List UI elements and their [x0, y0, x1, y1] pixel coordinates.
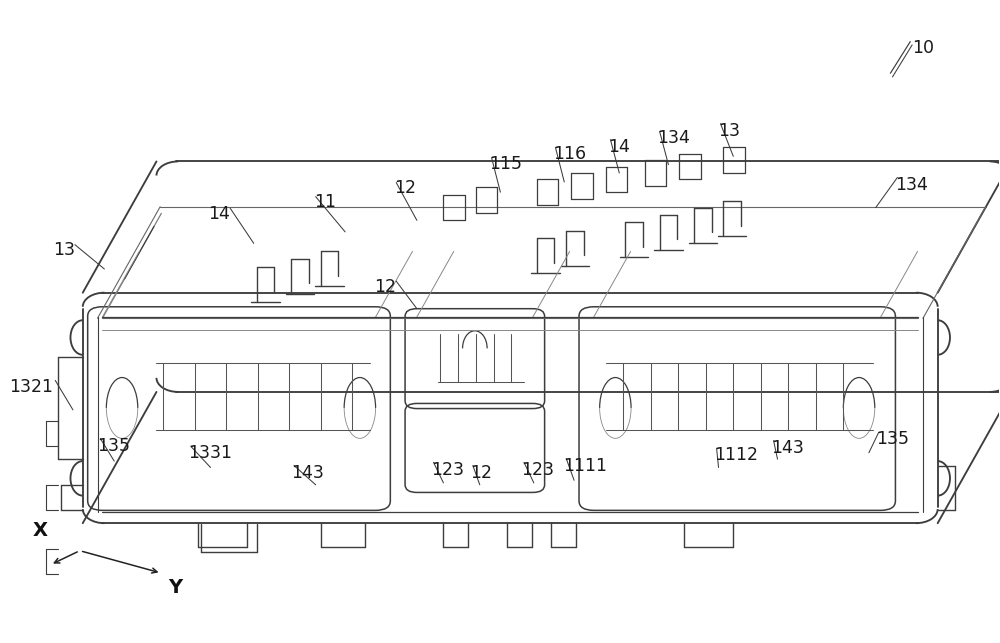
Text: 134: 134	[895, 176, 928, 194]
Text: 1331: 1331	[188, 444, 232, 462]
Text: 10: 10	[912, 39, 934, 57]
Text: 123: 123	[521, 461, 554, 479]
Text: 143: 143	[291, 464, 324, 482]
Text: 134: 134	[658, 129, 690, 147]
Text: 1321: 1321	[9, 378, 53, 396]
Text: 116: 116	[553, 145, 587, 163]
Text: 1112: 1112	[714, 446, 758, 464]
Text: 1111: 1111	[563, 457, 607, 475]
Text: 14: 14	[208, 205, 230, 223]
Text: 143: 143	[771, 439, 804, 457]
Text: 13: 13	[53, 242, 75, 260]
Text: 135: 135	[876, 430, 909, 448]
Text: 12: 12	[470, 464, 492, 482]
Text: 11: 11	[314, 194, 336, 212]
Text: X: X	[33, 521, 48, 541]
Text: 14: 14	[608, 138, 630, 156]
Text: 135: 135	[98, 437, 131, 455]
Text: Y: Y	[168, 577, 182, 597]
Text: 115: 115	[490, 155, 523, 173]
Text: 13: 13	[719, 122, 741, 140]
Text: 12: 12	[394, 179, 416, 197]
Text: 12: 12	[374, 278, 396, 296]
Text: 123: 123	[431, 461, 464, 479]
